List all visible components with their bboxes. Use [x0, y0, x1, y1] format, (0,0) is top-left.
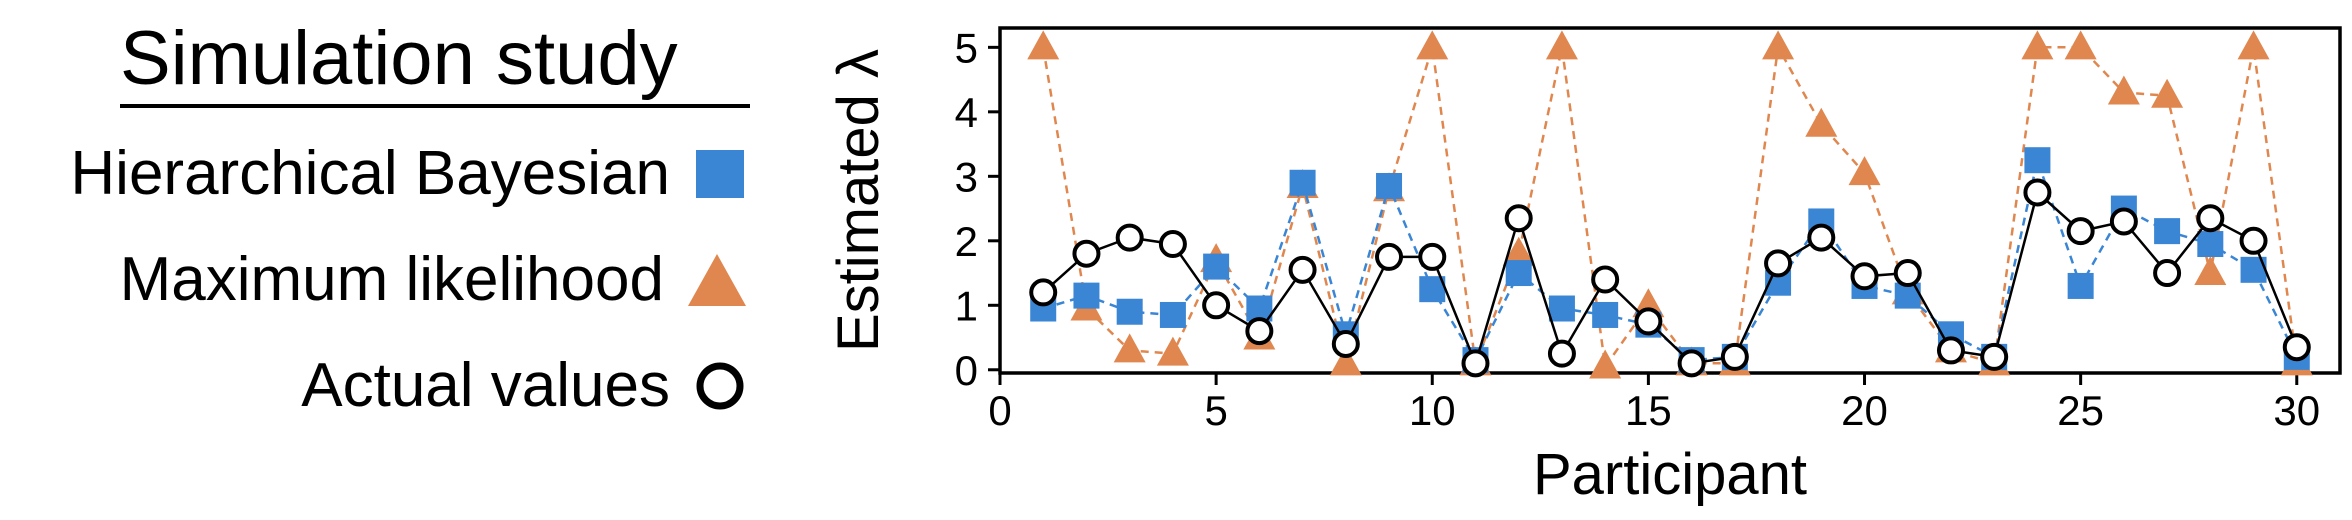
- data-point-circle: [1072, 239, 1101, 268]
- data-point-circle: [1720, 342, 1749, 371]
- x-tick-label: 25: [2057, 387, 2104, 434]
- legend-item-hierarchical-bayesian: Hierarchical Bayesian: [70, 142, 748, 206]
- data-point-circle: [1288, 255, 1317, 284]
- data-point-circle: [1936, 336, 1965, 365]
- data-point-circle: [2109, 207, 2138, 236]
- plot-frame: [998, 26, 2342, 375]
- data-point-square: [2154, 218, 2181, 245]
- data-point-square: [1592, 301, 1619, 328]
- x-tick-label: 0: [988, 387, 1011, 434]
- legend-title-underline: [120, 104, 750, 108]
- data-point-circle: [1331, 329, 1360, 358]
- legend-label: Actual values: [301, 351, 670, 420]
- data-point-circle: [1547, 339, 1576, 368]
- chart-series: [1027, 30, 2313, 379]
- data-point-circle: [2196, 204, 2225, 233]
- data-point-circle: [1591, 265, 1620, 294]
- data-point-square: [1203, 253, 1230, 280]
- data-point-square: [1376, 172, 1403, 199]
- data-point-circle: [1634, 307, 1663, 336]
- data-point-circle: [1158, 230, 1187, 259]
- data-point-circle: [2239, 226, 2268, 255]
- y-tick-label: 4: [955, 89, 978, 136]
- data-point-square: [2024, 147, 2051, 174]
- legend-label: Maximum likelihood: [119, 245, 664, 314]
- x-tick-label: 15: [1625, 387, 1672, 434]
- y-axis-title: Estimated λ: [826, 49, 891, 352]
- data-point-triangle: [2021, 30, 2054, 60]
- data-point-square: [1548, 295, 1575, 322]
- data-point-circle: [1504, 204, 1533, 233]
- series-line-maximum-likelihood: [1041, 43, 2299, 370]
- data-point-square: [1505, 260, 1532, 287]
- data-point-circle: [2153, 259, 2182, 288]
- data-point-triangle: [1027, 30, 1060, 60]
- data-point-circle: [1807, 223, 1836, 252]
- legend-label: Hierarchical Bayesian: [70, 139, 670, 208]
- data-point-square: [1073, 282, 1100, 309]
- data-point-triangle: [1502, 236, 1535, 266]
- data-point-circle: [1677, 349, 1706, 378]
- data-point-circle: [1115, 223, 1144, 252]
- x-tick-label: 20: [1841, 387, 1888, 434]
- data-point-triangle: [1416, 30, 1449, 60]
- data-point-circle: [1375, 242, 1404, 271]
- x-axis-title: Participant: [1533, 442, 1807, 507]
- data-point-triangle: [1113, 333, 1146, 363]
- data-point-triangle: [1848, 156, 1881, 186]
- data-point-circle: [1202, 291, 1231, 320]
- circle-marker-icon: [696, 362, 744, 410]
- data-point-triangle: [1329, 346, 1362, 376]
- data-point-circle: [1029, 278, 1058, 307]
- data-point-circle: [1980, 342, 2009, 371]
- triangle-marker-icon: [688, 254, 746, 306]
- y-tick-label: 1: [955, 282, 978, 329]
- data-point-triangle: [2107, 75, 2140, 105]
- series-line-hierarchical-bayesian: [1042, 155, 2298, 363]
- legend-title: Simulation study: [120, 16, 678, 101]
- data-point-triangle: [2194, 256, 2227, 286]
- data-point-triangle: [1545, 30, 1578, 60]
- data-point-circle: [1850, 262, 1879, 291]
- legend: Simulation study Hierarchical Bayesian M…: [0, 0, 780, 520]
- data-point-triangle: [2064, 30, 2097, 60]
- data-point-circle: [2066, 217, 2095, 246]
- data-point-triangle: [2237, 30, 2270, 60]
- legend-item-actual-values: Actual values: [301, 354, 748, 418]
- data-point-circle: [1245, 317, 1274, 346]
- legend-item-maximum-likelihood: Maximum likelihood: [120, 248, 748, 312]
- data-point-square: [2197, 231, 2224, 258]
- y-tick-label: 5: [955, 24, 978, 71]
- data-point-triangle: [1589, 349, 1622, 379]
- data-point-square: [1116, 298, 1143, 325]
- x-tick-label: 30: [2273, 387, 2320, 434]
- data-point-square: [1289, 169, 1316, 196]
- data-point-circle: [2282, 333, 2311, 362]
- square-marker-icon: [696, 150, 744, 198]
- data-point-circle: [2023, 178, 2052, 207]
- x-tick-label: 10: [1409, 387, 1456, 434]
- data-point-triangle: [1762, 30, 1795, 60]
- data-point-circle: [1893, 259, 1922, 288]
- data-point-triangle: [2151, 78, 2184, 108]
- series-line-actual-values: [1042, 190, 2298, 368]
- data-point-circle: [1418, 242, 1447, 271]
- y-tick-label: 0: [955, 347, 978, 394]
- y-tick-label: 2: [955, 218, 978, 265]
- data-point-triangle: [1156, 336, 1189, 366]
- data-point-square: [2067, 272, 2094, 299]
- data-point-circle: [1461, 349, 1490, 378]
- data-point-circle: [1764, 249, 1793, 278]
- data-point-triangle: [1805, 107, 1838, 137]
- y-tick-label: 3: [955, 153, 978, 200]
- series-markers-actual-values: [1029, 178, 2311, 378]
- x-tick-label: 5: [1204, 387, 1227, 434]
- data-point-square: [1159, 301, 1186, 328]
- series-markers-hierarchical-bayesian: [1030, 147, 2310, 374]
- line-chart: 0 5 10 15 20 25 30 0 1 2 3 4 5 Participant Estimated…: [826, 24, 2342, 507]
